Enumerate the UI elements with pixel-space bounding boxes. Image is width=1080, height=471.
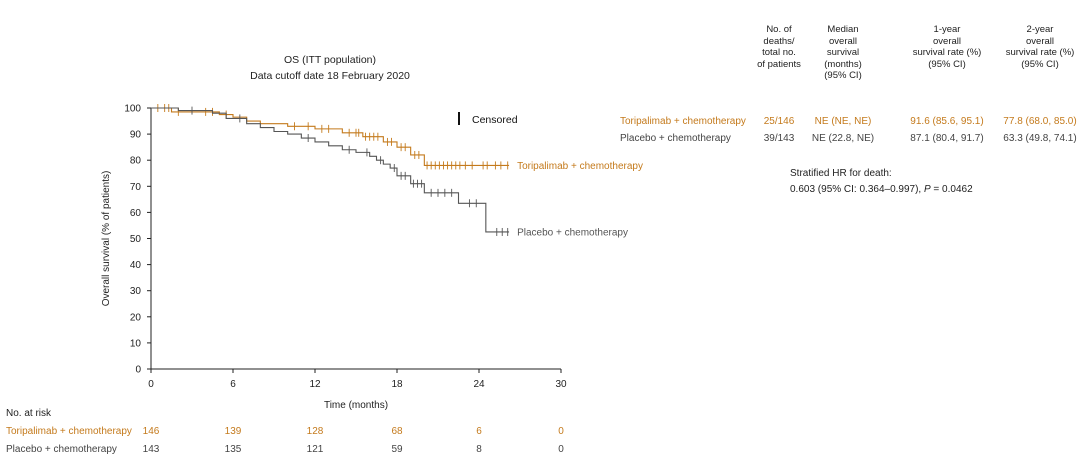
summary-header: No. of deaths/total no. of patients xyxy=(731,24,827,70)
summary-header-line: (95% CI) xyxy=(1021,58,1059,70)
x-tick-label: 0 xyxy=(148,379,154,390)
summary-cell: 77.8 (68.0, 85.0) xyxy=(1003,116,1077,127)
summary-header: Median overall survival (months) (95% CI) xyxy=(795,24,891,82)
km-plot: 0 6 12 18 24 30 0 10 20 30 40 50 60 70 80 90 100 Time (mo… xyxy=(101,104,643,412)
summary-header-line: 1-year xyxy=(933,24,961,35)
p-symbol: P xyxy=(923,184,931,195)
at-risk-value: 146 xyxy=(142,426,160,437)
y-tick-label: 60 xyxy=(130,208,142,219)
y-tick-label: 50 xyxy=(130,234,142,245)
summary-header-line: survival rate (%) xyxy=(1005,47,1075,58)
summary-header-line: total no. xyxy=(762,47,796,58)
y-tick-label: 90 xyxy=(130,130,142,141)
y-tick-label: 20 xyxy=(130,312,142,323)
summary-header: 1-year overall survival rate (%) (95% CI) xyxy=(899,24,995,70)
at-risk-value: 59 xyxy=(391,444,403,455)
summary-header-line: No. of xyxy=(766,24,792,35)
at-risk-value: 68 xyxy=(391,426,403,437)
y-tick-label: 100 xyxy=(124,104,141,115)
x-tick-label: 24 xyxy=(473,379,485,390)
summary-header-line: deaths/ xyxy=(763,35,795,47)
summary-header-line: survival xyxy=(826,47,860,58)
at-risk-value: 6 xyxy=(476,426,482,437)
summary-cell: 87.1 (80.4, 91.7) xyxy=(910,133,984,144)
at-risk-value: 0 xyxy=(558,426,564,437)
summary-cell: NE (22.8, NE) xyxy=(811,133,875,144)
summary-header-line: overall xyxy=(1026,35,1054,47)
summary-header-line: overall xyxy=(829,35,857,47)
y-tick-label: 10 xyxy=(130,338,142,349)
chart-subtitle: Data cutoff date 18 February 2020 xyxy=(250,70,410,82)
km-curve-0 xyxy=(151,107,510,166)
at-risk-value: 135 xyxy=(224,444,242,455)
at-risk-heading: No. at risk xyxy=(6,408,52,419)
summary-header-line: (95% CI) xyxy=(928,58,966,70)
p-value: = 0.0462 xyxy=(930,184,973,195)
summary-header-line: of patients xyxy=(757,58,801,70)
x-tick-label: 30 xyxy=(555,379,567,390)
at-risk-row-label: Toripalimab + chemotherapy xyxy=(6,426,132,437)
series-label-0: Toripalimab + chemotherapy xyxy=(517,161,643,172)
summary-cell: 25/146 xyxy=(763,116,795,127)
summary-cell: NE (NE, NE) xyxy=(814,116,872,127)
series-label-1: Placebo + chemotherapy xyxy=(517,227,628,238)
summary-cell: 91.6 (85.6, 95.1) xyxy=(910,116,984,127)
x-tick-label: 6 xyxy=(230,379,236,390)
hazard-ci: 0.603 (95% CI: 0.364–0.997), xyxy=(790,184,924,195)
survival-curves xyxy=(151,104,510,236)
at-risk-value: 143 xyxy=(142,444,160,455)
summary-header-line: 2-year xyxy=(1026,24,1054,35)
summary-header: 2-year overall survival rate (%) (95% CI) xyxy=(992,24,1080,70)
series-labels: Toripalimab + chemotherapy Placebo + chem… xyxy=(517,161,643,239)
hazard-value: 0.603 (95% CI: 0.364–0.997), P = 0.0462 xyxy=(790,184,973,195)
summary-row-label: Placebo + chemotherapy xyxy=(620,133,731,144)
censored-legend-label: Censored xyxy=(472,114,518,126)
summary-header-line: (months) xyxy=(824,58,862,70)
plot-axes: 0 6 12 18 24 30 0 10 20 30 40 50 60 70 80 90 100 Time (mo… xyxy=(101,104,567,412)
km-curve-1 xyxy=(151,107,510,233)
y-tick-label: 40 xyxy=(130,260,142,271)
x-axis-label: Time (months) xyxy=(324,400,388,411)
summary-cell: 63.3 (49.8, 74.1) xyxy=(1003,133,1077,144)
at-risk-value: 121 xyxy=(306,444,324,455)
y-tick-label: 80 xyxy=(130,156,142,167)
at-risk-value: 8 xyxy=(476,444,482,455)
y-axis-label: Overall survival (% of patients) xyxy=(101,171,112,307)
summary-row-label: Toripalimab + chemotherapy xyxy=(620,116,746,127)
hazard-label: Stratified HR for death: xyxy=(790,168,892,179)
summary-cell: 39/143 xyxy=(763,133,795,144)
at-risk-row-label: Placebo + chemotherapy xyxy=(6,444,117,455)
at-risk-value: 0 xyxy=(558,444,564,455)
summary-header-line: (95% CI) xyxy=(824,70,862,81)
summary-header-line: survival rate (%) xyxy=(912,47,982,58)
at-risk-value: 128 xyxy=(306,426,324,437)
summary-header-line: overall xyxy=(933,35,961,47)
x-tick-label: 18 xyxy=(391,379,403,390)
y-tick-label: 30 xyxy=(130,286,142,297)
x-tick-label: 12 xyxy=(309,379,321,390)
y-tick-label: 0 xyxy=(135,365,141,376)
at-risk-value: 139 xyxy=(224,426,242,437)
y-tick-label: 70 xyxy=(130,182,142,193)
summary-header-line: Median xyxy=(827,24,859,35)
chart-title: OS (ITT population) xyxy=(283,54,376,66)
